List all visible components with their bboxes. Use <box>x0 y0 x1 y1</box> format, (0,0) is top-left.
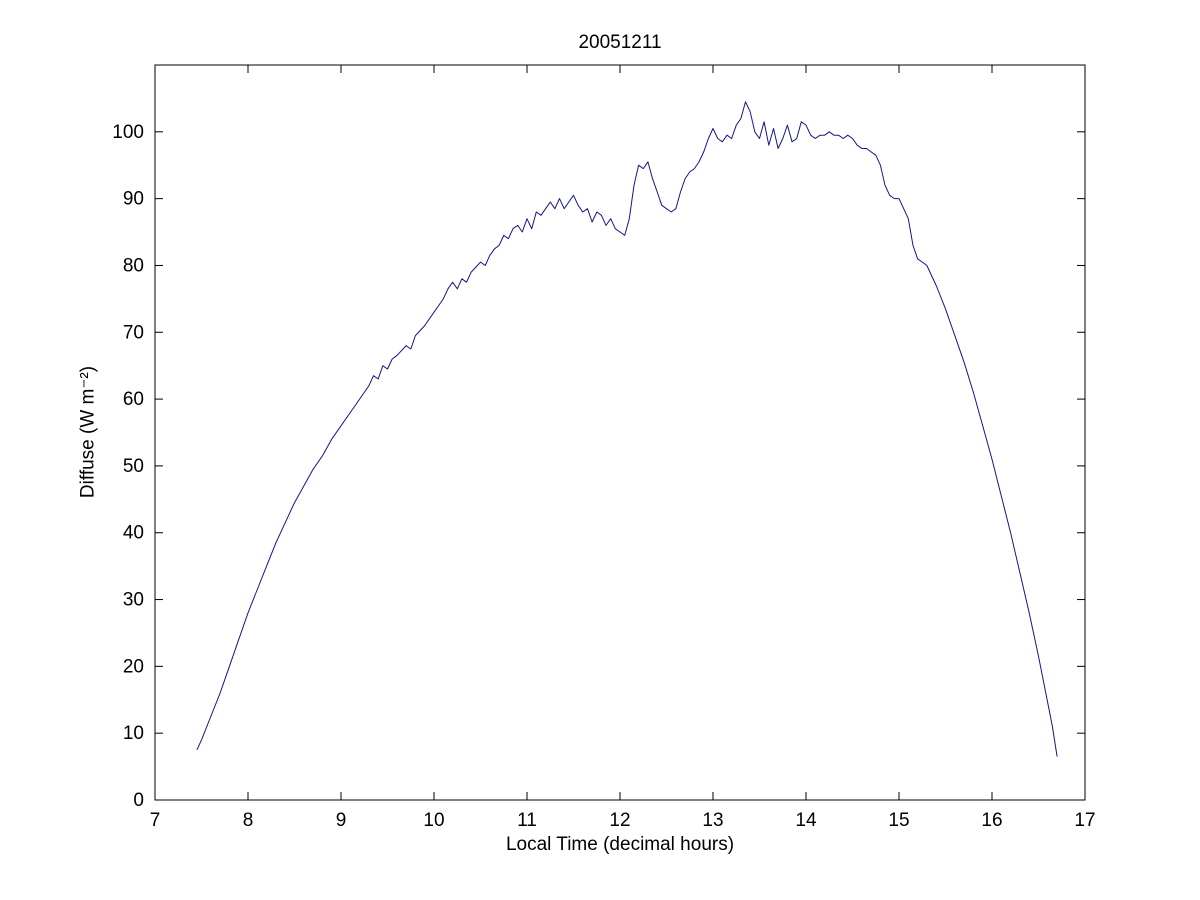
x-tick-label: 10 <box>423 810 444 831</box>
x-tick-label: 11 <box>517 810 537 831</box>
y-tick-label: 100 <box>112 122 144 143</box>
x-tick-label: 8 <box>243 810 254 831</box>
x-axis-label: Local Time (decimal hours) <box>505 834 735 855</box>
axes-box <box>154 64 1086 801</box>
data-line <box>196 101 1058 757</box>
y-tick-label: 50 <box>123 456 144 477</box>
y-tick-label: 30 <box>123 590 144 611</box>
x-tick-label: 17 <box>1074 810 1095 831</box>
x-tick-label: 13 <box>702 810 723 831</box>
y-tick-label: 90 <box>123 189 144 210</box>
x-tick-label: 9 <box>336 810 347 831</box>
y-tick-label: 40 <box>123 523 144 544</box>
y-tick-label: 60 <box>123 389 144 410</box>
y-tick-label: 80 <box>123 255 144 276</box>
y-tick-label: 10 <box>123 723 144 744</box>
y-tick-label: 70 <box>123 322 144 343</box>
y-tick-label: 0 <box>133 790 144 811</box>
x-tick-label: 7 <box>150 810 161 831</box>
x-tick-label: 16 <box>981 810 1002 831</box>
chart-title: 20051211 <box>578 32 662 53</box>
x-tick-label: 12 <box>609 810 630 831</box>
y-tick-label: 20 <box>123 656 144 677</box>
x-tick-label: 14 <box>795 810 817 831</box>
x-tick-label: 15 <box>888 810 909 831</box>
